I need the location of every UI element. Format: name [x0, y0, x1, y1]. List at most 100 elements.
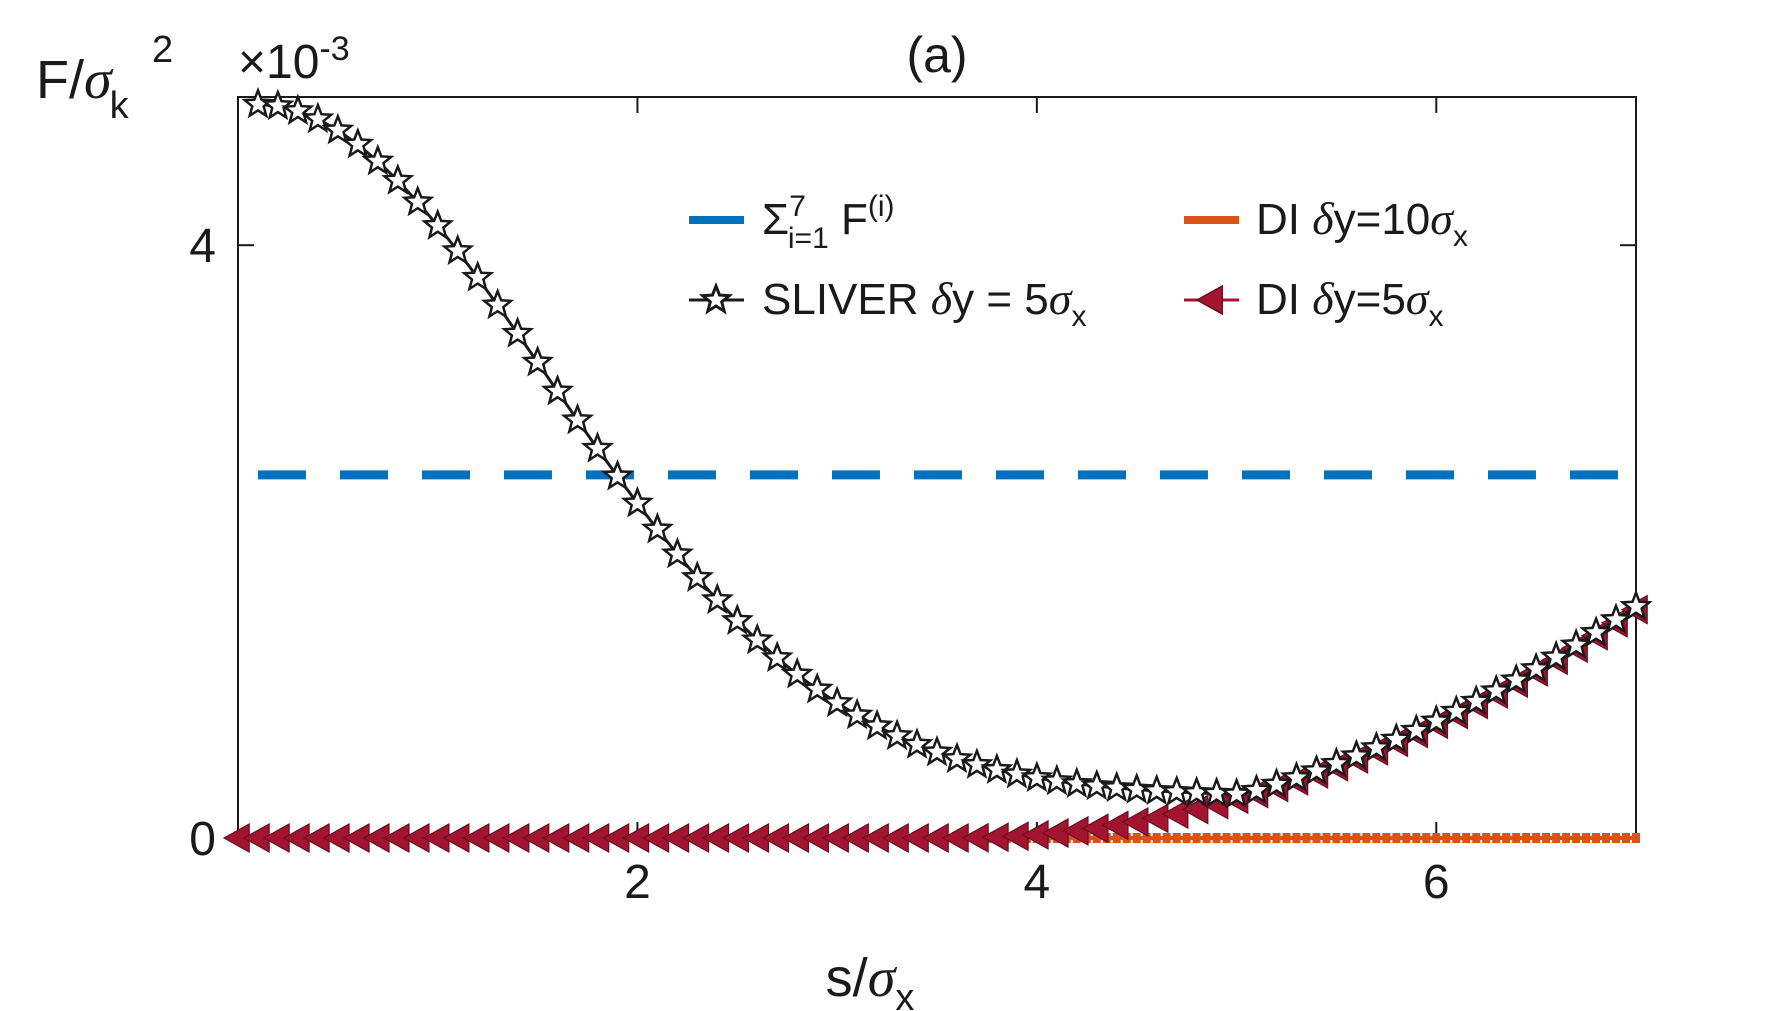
series-di10-point: [1092, 833, 1101, 843]
series-sliver-point: [301, 101, 335, 134]
series-sliver-point: [1539, 639, 1573, 672]
series-di10-point: [1362, 833, 1371, 843]
series-sliver-point: [321, 112, 355, 145]
series-di10-point: [1402, 833, 1411, 843]
series-di10-point: [1302, 833, 1311, 843]
series-di10-point: [1112, 833, 1121, 843]
series-sliver-point: [1299, 753, 1334, 786]
series-sliver-point: [720, 603, 754, 635]
series-di10-point: [1492, 833, 1501, 843]
series-di10-point: [1252, 833, 1261, 843]
series-sliver-point: [1040, 763, 1074, 796]
series-sliver-point: [800, 671, 834, 704]
series-sliver-point: [620, 485, 655, 518]
series-sliver-point: [1559, 627, 1593, 660]
series-sliver-point: [960, 747, 994, 779]
series-sliver-point: [600, 458, 635, 491]
series-sliver-point: [241, 86, 275, 119]
legend-item-di5: DI δy=5σx: [1184, 273, 1443, 333]
series-di10-point: [1432, 833, 1441, 843]
series-sliver-point: [560, 402, 595, 435]
series-di10-point: [1142, 833, 1151, 843]
series-sliver-point: [1579, 615, 1613, 647]
series-sliver-point: [341, 126, 375, 159]
x-axis-label: s/σx: [826, 947, 915, 1011]
series-sliver-point: [1080, 768, 1114, 801]
series-sliver-point: [1359, 730, 1394, 763]
series-di10-point: [1212, 833, 1221, 843]
y-tick-label: 0: [189, 813, 216, 866]
series-di10-point: [1562, 833, 1571, 843]
series-sliver-point: [1239, 773, 1274, 805]
series-sliver-point: [481, 287, 515, 320]
series-di10-point: [1532, 833, 1541, 843]
legend-label-sliver: SLIVER δy = 5σx: [762, 273, 1086, 333]
series-sliver-point: [1479, 673, 1513, 706]
series-layer: [222, 86, 1653, 854]
series-sliver-point: [660, 536, 695, 569]
series-sliver-point: [820, 685, 854, 718]
series-sliver-point: [740, 622, 774, 655]
series-sliver-point: [1419, 703, 1453, 736]
legend-swatch-sliver-marker: [698, 281, 734, 315]
series-sliver-point: [1439, 694, 1473, 726]
y-exponent: ×10-3: [238, 30, 350, 89]
series-sliver-point: [500, 316, 535, 348]
legend-label-di10: DI δy=10σx: [1256, 193, 1468, 253]
legend-label-di5: DI δy=5σx: [1256, 273, 1443, 333]
series-di10-point: [1292, 833, 1301, 843]
series-sliver-point: [1599, 602, 1633, 635]
series-di10-point: [1242, 833, 1251, 843]
series-di10-point: [1632, 833, 1640, 843]
series-di10-point: [1412, 833, 1421, 843]
series-di10-point: [1572, 833, 1581, 843]
series-sliver-point: [760, 640, 794, 673]
legend: Σ7 i=1 F(i) SLIVER δy = 5σx DI δy=10σx DI…: [689, 190, 1468, 333]
legend-label-sum: Σ7 i=1 F(i): [762, 190, 895, 255]
series-sliver-point: [1319, 746, 1354, 778]
series-di10-point: [1322, 833, 1331, 843]
series-di10-point: [1502, 833, 1511, 843]
x-tick-label: 6: [1423, 856, 1450, 909]
series-di10-point: [1202, 833, 1211, 843]
series-sliver-point: [381, 163, 415, 195]
series-sliver-point: [441, 233, 475, 266]
series-di10-point: [1382, 833, 1391, 843]
series-di10-point: [1482, 833, 1491, 843]
series-sliver-point: [580, 431, 615, 463]
series-sliver-point: [940, 741, 974, 774]
chart-title: (a): [906, 27, 967, 83]
series-sliver-point: [1279, 760, 1314, 793]
series-di10-point: [1272, 833, 1281, 843]
series-sliver-point: [261, 88, 295, 121]
series-sliver-point: [421, 208, 455, 240]
series-di10-point: [1162, 833, 1171, 843]
series-sliver-point: [1060, 766, 1094, 799]
series-sliver-point: [1120, 772, 1154, 804]
series-sliver-point: [680, 560, 715, 592]
series-sliver-point: [1379, 721, 1414, 754]
series-sliver-point: [900, 727, 934, 759]
series-di10-point: [1452, 833, 1461, 843]
legend-item-sum: Σ7 i=1 F(i): [689, 190, 895, 255]
series-di10-point: [1172, 833, 1181, 843]
series-sliver-point: [1259, 767, 1294, 799]
series-sliver-point: [1399, 712, 1433, 745]
series-sliver-point: [520, 344, 555, 377]
series-di10-point: [1342, 833, 1351, 843]
series-sliver-point: [840, 697, 874, 730]
series-di10-point: [1582, 833, 1591, 843]
series-di10-point: [1622, 833, 1631, 843]
series-di5-point: [1121, 806, 1149, 838]
series-sliver-point: [401, 184, 435, 217]
series-di10-point: [1462, 833, 1471, 843]
series-di10-point: [1592, 833, 1601, 843]
series-di10-point: [1192, 833, 1201, 843]
series-di10-point: [1312, 833, 1321, 843]
series-sliver-point: [780, 656, 814, 689]
series-di10-point: [1152, 833, 1161, 843]
x-tick-label: 4: [1024, 856, 1051, 909]
series-di10-point: [1262, 833, 1271, 843]
y-tick-label: 4: [189, 220, 216, 273]
